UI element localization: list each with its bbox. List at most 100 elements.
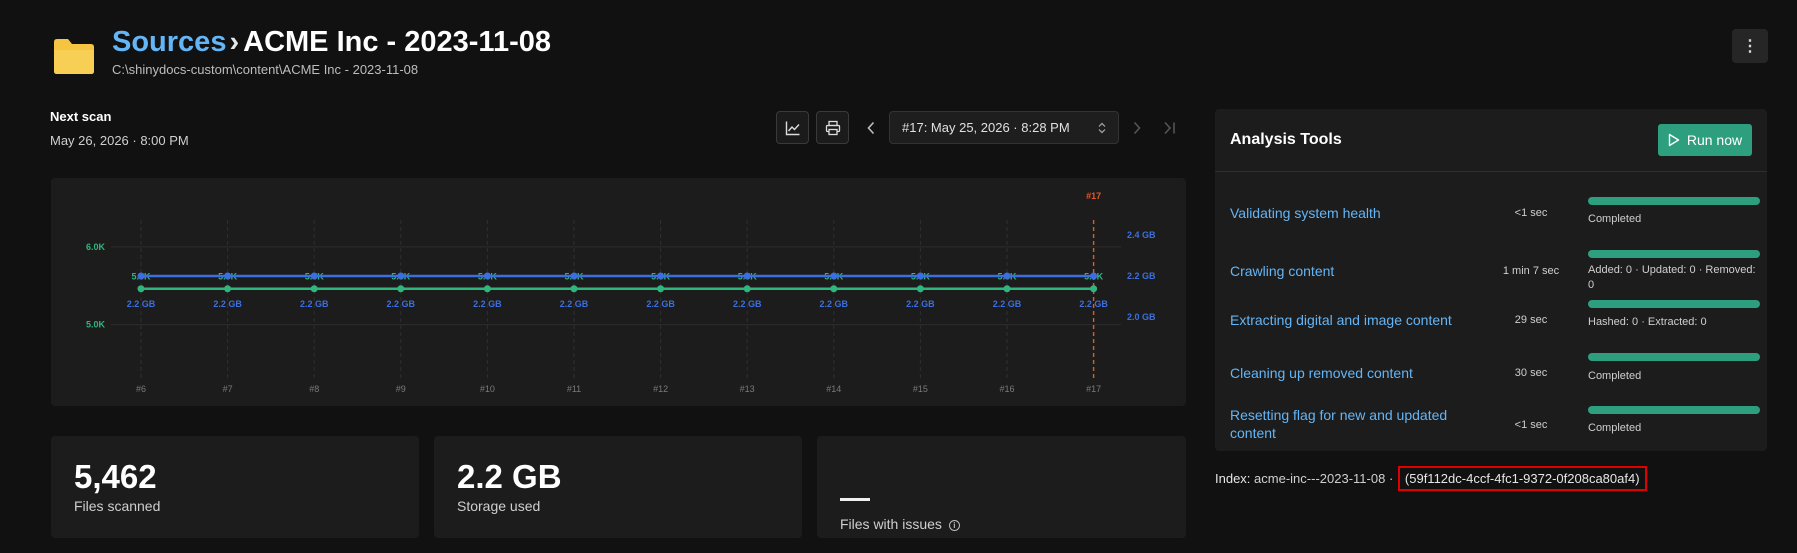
more-options-button[interactable]: ⋮ [1732, 29, 1768, 63]
analysis-tools-panel: Analysis Tools Run now Validating system… [1215, 109, 1767, 451]
left-axis-tick-label: 5.0K [86, 320, 106, 330]
tool-row: Extracting digital and image content 29 … [1215, 300, 1767, 352]
tool-name-link[interactable]: Resetting flag for new and updated conte… [1230, 407, 1448, 441]
data-label: 2.2 GB [733, 299, 762, 309]
tool-progress-bar [1588, 406, 1760, 414]
scan-selector-value: #17: May 25, 2026 · 8:28 PM [902, 120, 1070, 135]
empty-value-dash [840, 498, 870, 501]
tool-duration: <1 sec [1514, 207, 1548, 219]
breadcrumb: Sources › ACME Inc - 2023-11-08 [112, 26, 551, 59]
chevron-left-icon[interactable] [866, 121, 876, 135]
tool-name-link[interactable]: Cleaning up removed content [1230, 365, 1413, 381]
next-scan-label: Next scan [50, 109, 112, 124]
stat-card-storage-used: 2.2 GB Storage used [434, 436, 802, 538]
data-point [657, 285, 665, 293]
page-header: Sources › ACME Inc - 2023-11-08 C:\shiny… [52, 26, 551, 77]
tool-name-link[interactable]: Crawling content [1230, 263, 1335, 279]
tool-status: Hashed: 0 · Extracted: 0 [1588, 316, 1707, 328]
next-scan-value: May 26, 2026 · 8:00 PM [50, 133, 189, 148]
breadcrumb-separator: › [229, 26, 240, 58]
tool-name-link[interactable]: Extracting digital and image content [1230, 312, 1452, 328]
data-label: 2.2 GB [646, 299, 675, 309]
tool-row: Validating system health <1 sec Complete… [1215, 186, 1767, 238]
x-axis-tick-label: #7 [223, 384, 233, 394]
tool-status: Completed [1588, 422, 1642, 434]
data-label: 2.2 GB [820, 299, 849, 309]
data-point [1090, 285, 1098, 293]
data-point [916, 285, 924, 293]
chart-view-button[interactable] [776, 111, 809, 144]
data-label: 2.2 GB [560, 299, 589, 309]
tool-progress-bar [1588, 250, 1760, 258]
chart-canvas: 6.0K 5.0K 2.4 GB 2.2 GB 2.0 GB #6 #7 #8 #9 #10 #11… [86, 191, 1156, 394]
run-now-button[interactable]: Run now [1658, 124, 1752, 156]
data-point [483, 285, 491, 293]
data-point [1003, 285, 1011, 293]
data-point [570, 285, 578, 293]
index-separator: · [1388, 471, 1394, 486]
index-name: acme-inc---2023-11-08 [1254, 471, 1386, 486]
skip-last-icon[interactable] [1163, 121, 1176, 135]
data-label: 2.2 GB [387, 299, 416, 309]
x-axis-tick-label: #14 [826, 384, 841, 394]
page-title: ACME Inc - 2023-11-08 [243, 26, 551, 58]
analysis-tools-title: Analysis Tools [1230, 131, 1342, 148]
data-label: 2.2 GB [473, 299, 502, 309]
data-point [310, 272, 318, 280]
print-icon [825, 120, 840, 135]
x-axis-tick-label: #17 [1086, 384, 1101, 394]
x-axis-tick-label: #12 [653, 384, 668, 394]
index-info: Index: acme-inc---2023-11-08 · (59f112dc… [1215, 466, 1647, 491]
data-point [224, 285, 232, 293]
data-point [1003, 272, 1011, 280]
stat-card-files-scanned: 5,462 Files scanned [51, 436, 419, 538]
right-axis-tick-label: 2.0 GB [1127, 312, 1156, 322]
files-scanned-value: 5,462 [74, 458, 157, 495]
info-icon[interactable]: i [948, 519, 960, 531]
data-label: 2.2 GB [213, 299, 242, 309]
data-point [224, 272, 232, 280]
data-label: 2.2 GB [127, 299, 156, 309]
x-axis-tick-label: #10 [480, 384, 495, 394]
data-point [483, 272, 491, 280]
files-with-issues-label: Files with issues [840, 516, 942, 532]
tool-progress-bar [1588, 300, 1760, 308]
tool-duration: 30 sec [1514, 367, 1548, 379]
tool-name-link[interactable]: Validating system health [1230, 205, 1381, 221]
data-point [916, 272, 924, 280]
data-label: 2.2 GB [300, 299, 329, 309]
x-axis-tick-label: #8 [309, 384, 319, 394]
more-vertical-icon: ⋮ [1742, 38, 1758, 55]
storage-used-value: 2.2 GB [457, 458, 562, 495]
data-point [397, 272, 405, 280]
breadcrumb-sources-link[interactable]: Sources [112, 26, 227, 58]
index-label: Index: [1215, 471, 1251, 486]
scan-selector[interactable]: #17: May 25, 2026 · 8:28 PM [889, 111, 1119, 144]
storage-used-label: Storage used [457, 498, 541, 514]
x-axis-tick-label: #13 [740, 384, 755, 394]
tool-row: Cleaning up removed content 30 sec Compl… [1215, 353, 1767, 405]
tool-duration: 29 sec [1514, 314, 1548, 326]
highlight-marker-label: #17 [1086, 191, 1101, 201]
tool-progress-bar [1588, 197, 1760, 205]
stat-card-files-with-issues: Files with issues i [817, 436, 1186, 538]
data-point [830, 272, 838, 280]
tool-status: Added: 0 · Updated: 0 · Removed: 0 [1588, 264, 1756, 291]
chevron-right-icon[interactable] [1132, 121, 1142, 135]
right-axis-tick-label: 2.2 GB [1127, 271, 1156, 281]
x-axis-tick-label: #15 [913, 384, 928, 394]
folder-icon [54, 39, 94, 74]
x-axis-tick-label: #6 [136, 384, 146, 394]
data-label: 2.2 GB [993, 299, 1022, 309]
run-now-label: Run now [1686, 132, 1743, 148]
next-scan: Next scan May 26, 2026 · 8:00 PM [50, 109, 189, 148]
x-axis-tick-label: #11 [567, 384, 581, 394]
print-button[interactable] [816, 111, 849, 144]
tool-duration: <1 sec [1514, 419, 1548, 431]
right-axis-tick-label: 2.4 GB [1127, 230, 1156, 240]
x-axis-tick-label: #9 [396, 384, 406, 394]
data-point [1090, 272, 1098, 280]
data-point [397, 285, 405, 293]
tool-status: Completed [1588, 213, 1642, 225]
data-label: 2.2 GB [906, 299, 935, 309]
